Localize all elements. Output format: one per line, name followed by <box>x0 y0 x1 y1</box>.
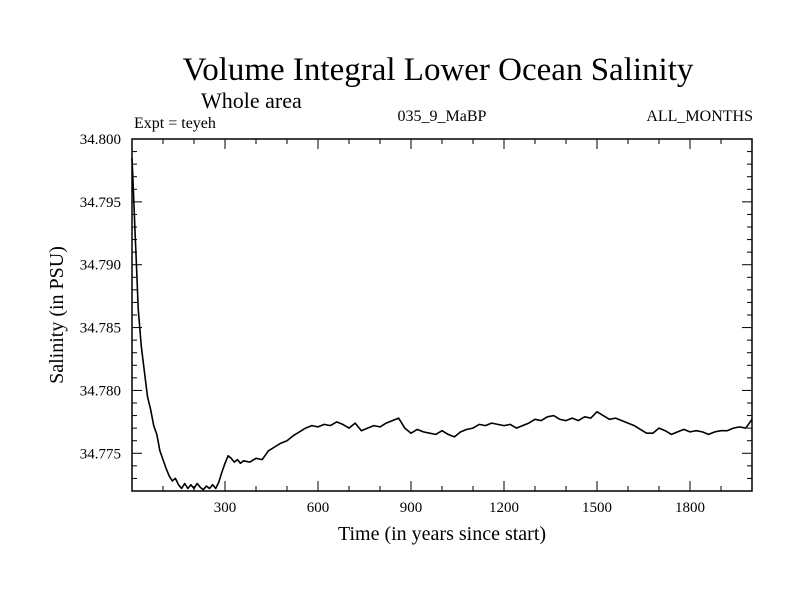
salinity-series-line <box>131 157 753 491</box>
run-label: 035_9_MaBP <box>398 108 487 125</box>
experiment-label: Expt = teyeh <box>134 115 216 132</box>
y-tick-label: 34.795 <box>80 195 121 211</box>
y-tick-labels: 34.775 34.780 34.785 34.790 34.795 34.800 <box>80 132 121 462</box>
axis-ticks <box>132 138 752 491</box>
x-tick-label: 1800 <box>675 500 705 516</box>
x-tick-label: 300 <box>214 500 237 516</box>
y-tick-label: 34.780 <box>80 383 121 399</box>
x-tick-label: 1500 <box>582 500 612 516</box>
period-label: ALL_MONTHS <box>646 108 753 125</box>
y-tick-label: 34.775 <box>80 446 121 462</box>
x-tick-label: 1200 <box>489 500 519 516</box>
chart-title: Volume Integral Lower Ocean Salinity <box>183 52 694 88</box>
chart-subtitle: Whole area <box>201 88 302 113</box>
y-tick-label: 34.790 <box>80 258 121 274</box>
plot-frame <box>131 138 753 492</box>
x-tick-label: 600 <box>307 500 330 516</box>
x-tick-label: 900 <box>400 500 423 516</box>
x-axis-label: Time (in years since start) <box>338 523 546 545</box>
y-axis-label: Salinity (in PSU) <box>46 246 68 384</box>
y-tick-label: 34.800 <box>80 132 121 148</box>
x-tick-labels: 300 600 900 1200 1500 1800 <box>214 500 705 516</box>
y-tick-label: 34.785 <box>80 321 121 337</box>
